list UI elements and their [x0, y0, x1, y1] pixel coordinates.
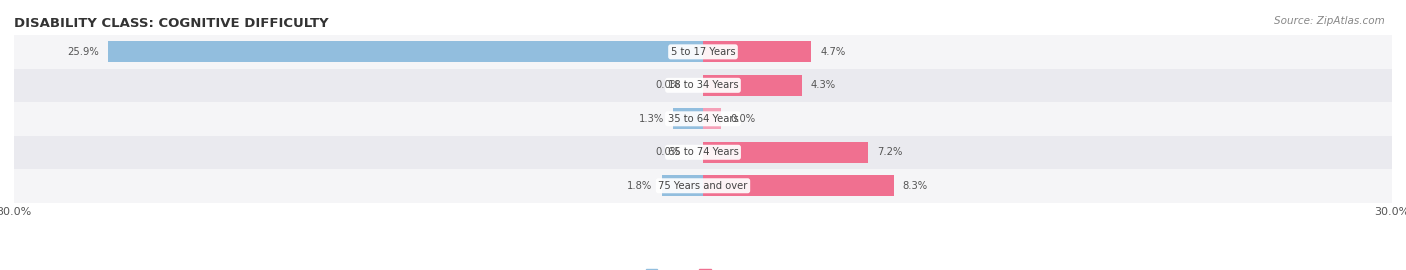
Text: 4.7%: 4.7% [820, 47, 845, 57]
Text: DISABILITY CLASS: COGNITIVE DIFFICULTY: DISABILITY CLASS: COGNITIVE DIFFICULTY [14, 17, 329, 30]
Bar [14, 136, 1392, 169]
Text: 4.3%: 4.3% [811, 80, 837, 90]
Bar [703, 176, 894, 196]
Text: 0.0%: 0.0% [731, 114, 755, 124]
Bar [703, 109, 721, 129]
Text: Source: ZipAtlas.com: Source: ZipAtlas.com [1274, 16, 1385, 26]
Text: 8.3%: 8.3% [903, 181, 928, 191]
Text: 1.3%: 1.3% [638, 114, 664, 124]
Bar [673, 109, 703, 129]
Text: 0.0%: 0.0% [655, 147, 681, 157]
Text: 18 to 34 Years: 18 to 34 Years [668, 80, 738, 90]
Text: 65 to 74 Years: 65 to 74 Years [668, 147, 738, 157]
Bar [703, 42, 811, 62]
Text: 35 to 64 Years: 35 to 64 Years [668, 114, 738, 124]
Bar [14, 169, 1392, 202]
Bar [108, 42, 703, 62]
Bar [14, 35, 1392, 69]
Text: 0.0%: 0.0% [655, 80, 681, 90]
Text: 25.9%: 25.9% [67, 47, 98, 57]
Text: 1.8%: 1.8% [627, 181, 652, 191]
Bar [662, 176, 703, 196]
Text: 75 Years and over: 75 Years and over [658, 181, 748, 191]
Legend: Male, Female: Male, Female [641, 264, 765, 270]
Bar [14, 102, 1392, 136]
Text: 5 to 17 Years: 5 to 17 Years [671, 47, 735, 57]
Text: 7.2%: 7.2% [877, 147, 903, 157]
Bar [703, 142, 869, 163]
Bar [14, 69, 1392, 102]
Bar [703, 75, 801, 96]
